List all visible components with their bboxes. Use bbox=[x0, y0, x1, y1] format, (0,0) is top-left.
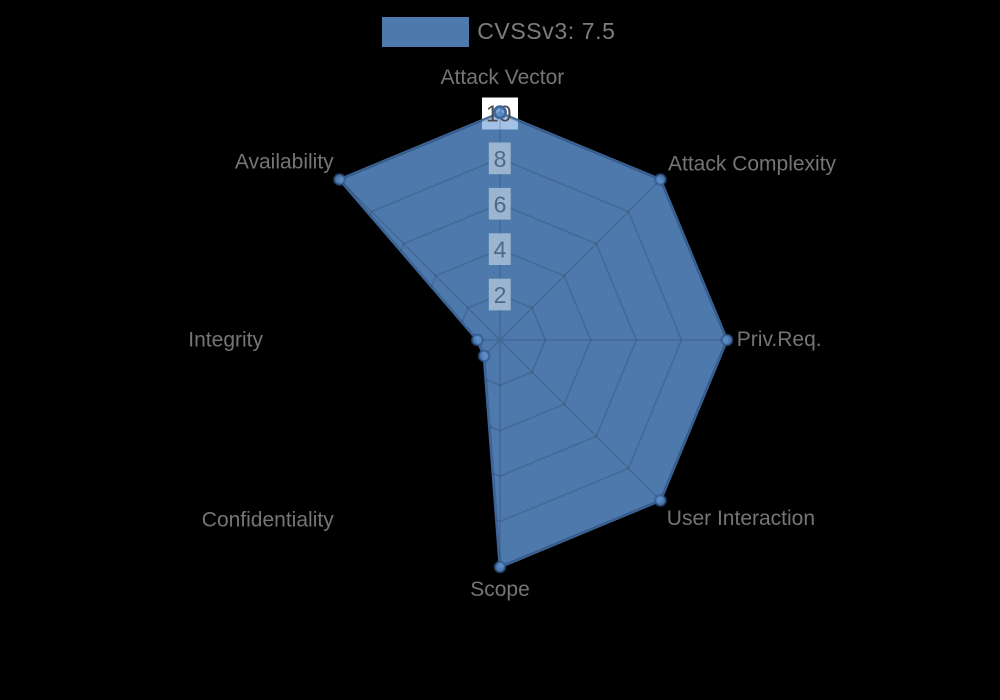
svg-text:CVSSv3: 7.5: CVSSv3: 7.5 bbox=[477, 18, 615, 44]
svg-text:8: 8 bbox=[494, 146, 507, 172]
svg-text:Attack Complexity: Attack Complexity bbox=[668, 153, 837, 176]
svg-text:2: 2 bbox=[494, 282, 507, 308]
svg-text:Integrity: Integrity bbox=[188, 328, 263, 351]
svg-text:6: 6 bbox=[494, 191, 507, 217]
svg-text:Attack Vector: Attack Vector bbox=[441, 66, 565, 89]
svg-text:Priv.Req.: Priv.Req. bbox=[737, 328, 822, 351]
svg-text:Confidentiality: Confidentiality bbox=[202, 509, 334, 532]
svg-text:4: 4 bbox=[494, 237, 507, 263]
svg-text:Availability: Availability bbox=[235, 151, 334, 174]
svg-text:Scope: Scope bbox=[470, 578, 530, 601]
svg-text:User Interaction: User Interaction bbox=[667, 507, 815, 530]
